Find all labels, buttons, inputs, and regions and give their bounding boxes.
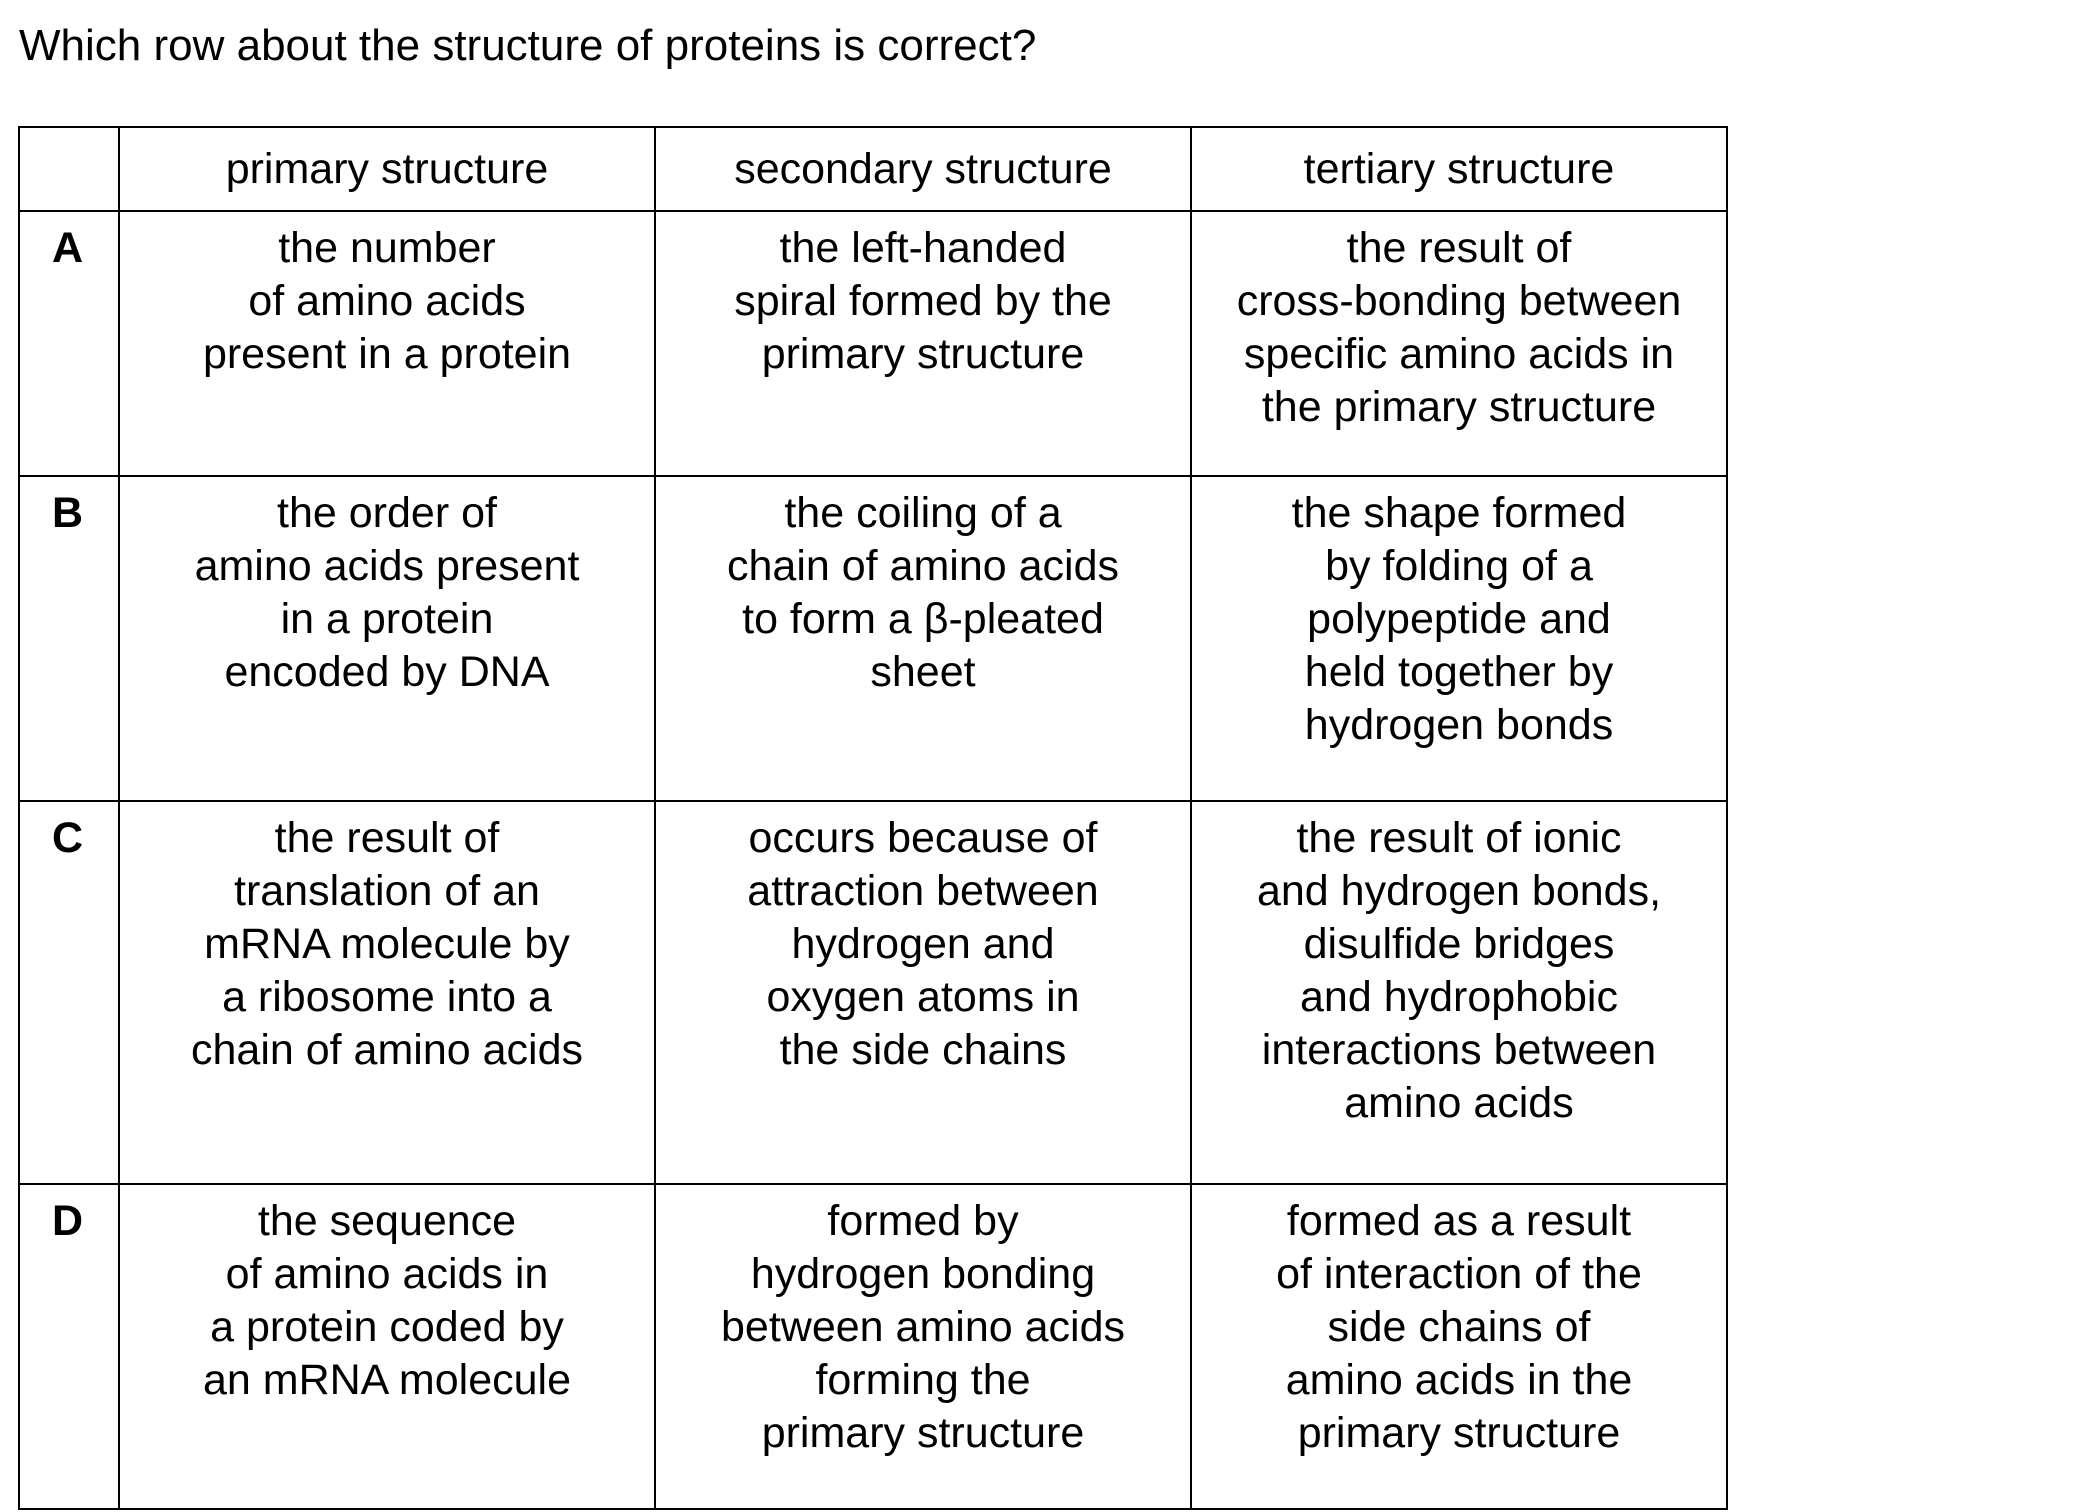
header-corner [18,126,120,212]
secondary-cell: formed by hydrogen bonding between amino… [654,1183,1192,1510]
header-primary-structure: primary structure [118,126,656,212]
primary-text: the number of amino acids present in a p… [202,224,572,378]
header-tertiary-structure: tertiary structure [1190,126,1728,212]
table-row-a: A the number of amino acids present in a… [18,210,1728,477]
primary-text: the order of amino acids present in a pr… [194,489,580,696]
primary-cell: the number of amino acids present in a p… [118,210,656,477]
answer-table: primary structure secondary structure te… [18,126,1728,1510]
table-row-c: C the result of translation of an mRNA m… [18,800,1728,1185]
primary-cell: the order of amino acids present in a pr… [118,475,656,802]
tertiary-cell: the result of cross-bonding between spec… [1190,210,1728,477]
row-letter: B [18,475,120,802]
tertiary-cell: the shape formed by folding of a polypep… [1190,475,1728,802]
tertiary-text: the shape formed by folding of a polypep… [1291,489,1627,749]
secondary-text: formed by hydrogen bonding between amino… [721,1197,1125,1457]
tertiary-text: the result of cross-bonding between spec… [1236,224,1682,431]
secondary-cell: the left-handed spiral formed by the pri… [654,210,1192,477]
header-secondary-structure: secondary structure [654,126,1192,212]
row-letter: C [18,800,120,1185]
tertiary-cell: the result of ionic and hydrogen bonds, … [1190,800,1728,1185]
secondary-text: the coiling of a chain of amino acids to… [727,489,1119,696]
table-row-d: D the sequence of amino acids in a prote… [18,1183,1728,1510]
secondary-cell: the coiling of a chain of amino acids to… [654,475,1192,802]
secondary-text: occurs because of attraction between hyd… [747,814,1099,1074]
secondary-text: the left-handed spiral formed by the pri… [734,224,1112,378]
secondary-cell: occurs because of attraction between hyd… [654,800,1192,1185]
row-letter: A [18,210,120,477]
table-header-row: primary structure secondary structure te… [18,126,1728,212]
tertiary-cell: formed as a result of interaction of the… [1190,1183,1728,1510]
primary-cell: the result of translation of an mRNA mol… [118,800,656,1185]
primary-cell: the sequence of amino acids in a protein… [118,1183,656,1510]
tertiary-text: formed as a result of interaction of the… [1276,1197,1642,1457]
row-letter: D [18,1183,120,1510]
question-text: Which row about the structure of protein… [19,21,1037,70]
primary-text: the result of translation of an mRNA mol… [191,814,583,1074]
primary-text: the sequence of amino acids in a protein… [202,1197,572,1404]
table-row-b: B the order of amino acids present in a … [18,475,1728,802]
tertiary-text: the result of ionic and hydrogen bonds, … [1256,814,1662,1127]
